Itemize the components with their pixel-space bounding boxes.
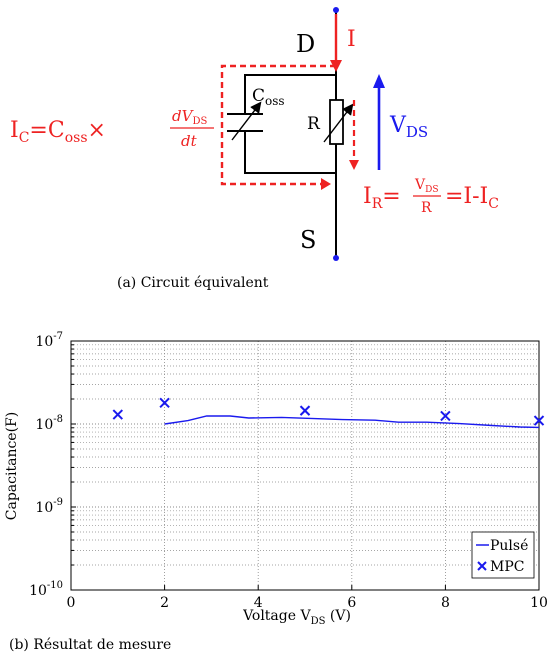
svg-text:IR=: IR=: [363, 184, 401, 212]
cap-variable-arrow: [231, 101, 262, 141]
current-label: I: [347, 27, 356, 52]
ir-arrow-head: [349, 160, 359, 170]
series-line-pulse: [164, 415, 540, 429]
capacitance-chart: 0 2 4 6 8 10 10-10 10-9 10-8 10-7 Voltage VDS (V)…: [4, 331, 547, 627]
svg-text:dt: dt: [181, 132, 198, 150]
y-tick-label: 10-7: [35, 331, 63, 350]
vds-arrow-head: [373, 74, 385, 88]
svg-text:dVDS: dVDS: [172, 107, 207, 127]
plot-frame: [70, 340, 540, 591]
ic-equation: IC=Coss× dVDS dt: [10, 107, 214, 150]
mpc-marker: [112, 409, 124, 420]
x-tick-label: 8: [441, 595, 450, 611]
legend: Pulsé MPC: [471, 531, 535, 579]
svg-text:=I-IC: =I-IC: [445, 184, 499, 212]
ic-dashed-path: [220, 64, 336, 186]
drain-node: [333, 7, 339, 13]
y-tick-label: 10-9: [35, 497, 63, 516]
x-tick-label: 4: [254, 595, 263, 611]
x-tick-label: 2: [160, 595, 169, 611]
r-label: R: [307, 114, 321, 134]
legend-pulse-label: Pulsé: [490, 538, 528, 554]
mpc-marker: [440, 410, 451, 422]
ic-arrow-head: [321, 178, 331, 190]
legend-mpc-label: MPC: [490, 559, 524, 575]
legend-mpc-marker: [477, 561, 487, 571]
ir-equation: IR= VDS R =I-IC: [363, 177, 499, 216]
source-label: S: [300, 226, 316, 254]
caption-a: (a) Circuit équivalent: [117, 275, 269, 291]
mpc-marker: [299, 405, 311, 416]
mpc-marker: [533, 415, 545, 426]
x-tick-label: 6: [347, 595, 356, 611]
x-axis-label: Voltage VDS (V): [242, 608, 351, 627]
mpc-marker: [159, 397, 170, 409]
source-node: [333, 255, 339, 261]
circuit-diagram: D S I Coss R VDS IC=Coss× dVDS dt IR= VD…: [10, 7, 499, 261]
x-tick-label: 10: [530, 595, 547, 611]
coss-label: Coss: [252, 86, 285, 108]
vds-label: VDS: [389, 113, 428, 141]
svg-text:VDS: VDS: [414, 177, 439, 195]
resistor-variable-arrow: [323, 103, 354, 143]
svg-text:R: R: [421, 200, 432, 216]
drain-label: D: [296, 30, 315, 58]
cap-branch-bottom: [244, 132, 336, 174]
cap-branch-top: [244, 74, 336, 114]
y-tick-label: 10-8: [35, 414, 63, 433]
y-tick-label: 10-10: [29, 580, 63, 599]
y-axis-label: Capacitance(F): [4, 412, 20, 520]
x-tick-label: 0: [67, 595, 76, 611]
resistor: [329, 99, 344, 145]
svg-text:IC=Coss×: IC=Coss×: [10, 118, 106, 146]
current-arrow-head: [330, 60, 342, 72]
caption-b: (b) Résultat de mesure: [9, 637, 172, 653]
